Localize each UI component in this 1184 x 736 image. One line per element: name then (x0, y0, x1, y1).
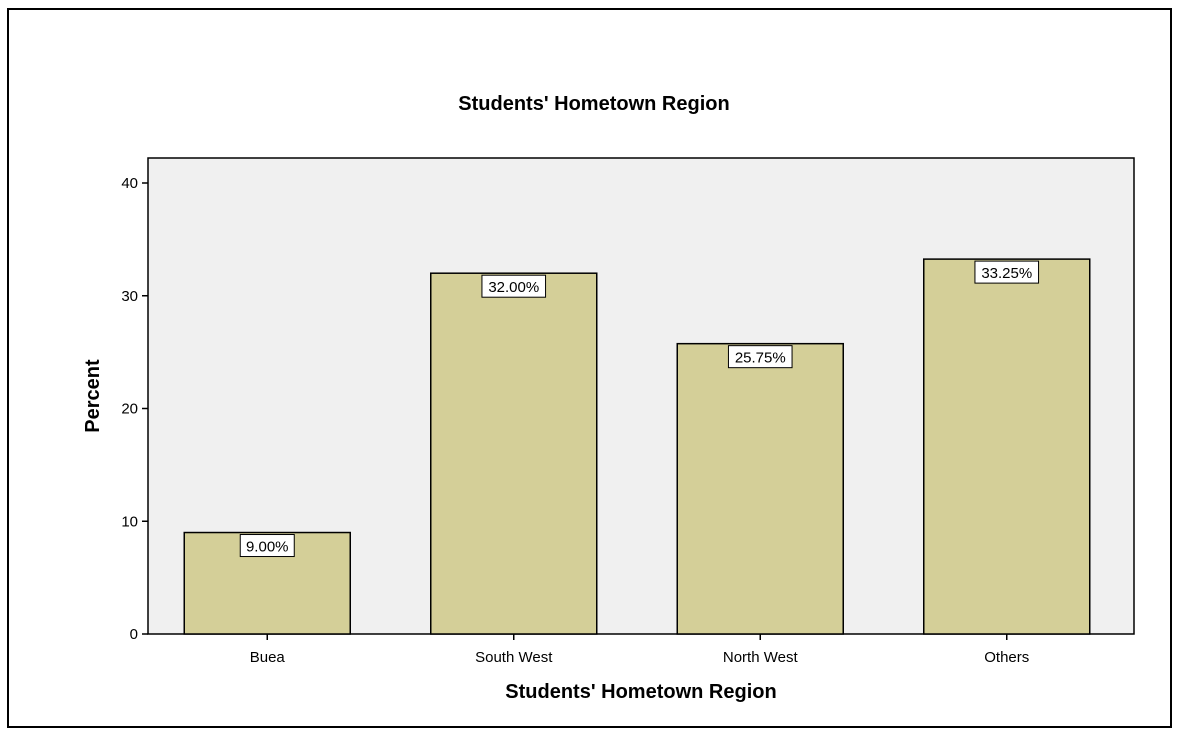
x-tick-label: Others (984, 649, 1029, 666)
x-axis: Buea South West North West Others (250, 634, 1029, 666)
data-label: 9.00% (246, 539, 289, 556)
bar-others (923, 258, 1091, 635)
bar-south-west (430, 272, 598, 635)
y-axis: 0 10 20 30 40 (121, 175, 148, 643)
x-axis-title: Students' Hometown Region (505, 681, 776, 703)
data-label: 32.00% (488, 279, 539, 296)
y-tick-label: 30 (121, 288, 138, 305)
y-tick-label: 40 (121, 175, 138, 192)
bars-group: 9.00% 32.00% 25.75% 33.25% (183, 258, 1091, 635)
chart-title: Students' Hometown Region (458, 93, 729, 115)
y-axis-title: Percent (82, 359, 104, 433)
data-label: 33.25% (981, 265, 1032, 282)
x-tick-label: North West (723, 649, 799, 666)
y-tick-label: 0 (130, 626, 138, 643)
y-tick-label: 20 (121, 401, 138, 418)
data-label-box (481, 274, 547, 298)
x-tick-label: South West (475, 649, 553, 666)
y-tick-label: 10 (121, 513, 138, 530)
data-label-box (974, 260, 1040, 284)
bar-north-west (676, 342, 844, 635)
data-label: 25.75% (735, 350, 786, 367)
data-label-box (239, 534, 295, 558)
x-tick-label: Buea (250, 649, 286, 666)
data-label-box (727, 345, 793, 369)
